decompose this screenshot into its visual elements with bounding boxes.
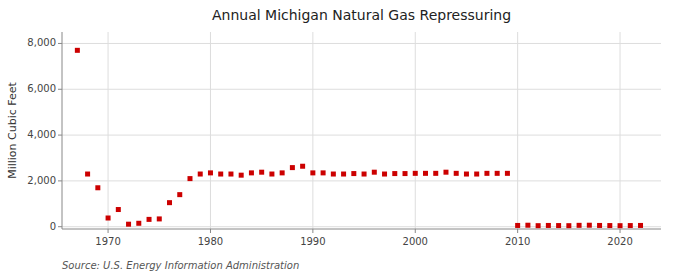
x-grid-line bbox=[210, 32, 211, 229]
point bbox=[280, 170, 285, 175]
y-tick bbox=[58, 43, 62, 44]
point bbox=[433, 171, 438, 176]
x-tick-label: 1990 bbox=[300, 236, 325, 247]
point bbox=[618, 223, 623, 228]
y-tick bbox=[58, 89, 62, 90]
point bbox=[341, 172, 346, 177]
point bbox=[321, 170, 326, 175]
point bbox=[403, 171, 408, 176]
point bbox=[638, 223, 643, 228]
grid bbox=[62, 32, 661, 229]
point bbox=[331, 172, 336, 177]
point bbox=[628, 223, 633, 228]
point bbox=[505, 171, 510, 176]
x-tick bbox=[210, 229, 211, 233]
point bbox=[269, 172, 274, 177]
point bbox=[556, 223, 561, 228]
point bbox=[474, 172, 479, 177]
points bbox=[75, 48, 643, 228]
point bbox=[126, 222, 131, 227]
y-tick-label: 8,000 bbox=[27, 37, 56, 48]
point bbox=[464, 172, 469, 177]
x-tick-label: 1980 bbox=[198, 236, 223, 247]
x-grid-line bbox=[415, 32, 416, 229]
x-tick bbox=[415, 229, 416, 233]
y-tick-label: 0 bbox=[50, 221, 56, 232]
x-tick-label: 2010 bbox=[505, 236, 530, 247]
point bbox=[300, 164, 305, 169]
point bbox=[546, 223, 551, 228]
point bbox=[536, 223, 541, 228]
point bbox=[351, 171, 356, 176]
point bbox=[413, 171, 418, 176]
x-tick bbox=[108, 229, 109, 233]
point bbox=[187, 176, 192, 181]
point bbox=[372, 170, 377, 175]
y-tick-label: 2,000 bbox=[27, 175, 56, 186]
axes: 0 2,000 4,000 6,000 8,000 1970 1980 1990 2000 201… bbox=[27, 32, 661, 247]
x-tick-label: 2020 bbox=[607, 236, 632, 247]
point bbox=[157, 216, 162, 221]
y-tick-label: 4,000 bbox=[27, 129, 56, 140]
point bbox=[454, 171, 459, 176]
chart-svg: 0 2,000 4,000 6,000 8,000 1970 1980 1990 2000 201… bbox=[0, 0, 675, 275]
point bbox=[587, 223, 592, 228]
point bbox=[597, 223, 602, 228]
point bbox=[392, 171, 397, 176]
point bbox=[95, 185, 100, 190]
x-tick bbox=[312, 229, 313, 233]
point bbox=[484, 171, 489, 176]
point bbox=[249, 170, 254, 175]
point bbox=[525, 223, 530, 228]
point bbox=[577, 223, 582, 228]
x-axis-line bbox=[62, 229, 661, 230]
y-tick bbox=[58, 180, 62, 181]
point bbox=[607, 223, 612, 228]
point bbox=[147, 217, 152, 222]
y-grid-line bbox=[62, 135, 661, 136]
y-grid-line bbox=[62, 180, 661, 181]
x-tick-label: 2000 bbox=[403, 236, 428, 247]
point bbox=[239, 173, 244, 178]
x-tick bbox=[620, 229, 621, 233]
point bbox=[495, 171, 500, 176]
y-axis-line bbox=[62, 32, 63, 229]
point bbox=[228, 172, 233, 177]
point bbox=[167, 200, 172, 205]
x-tick bbox=[517, 229, 518, 233]
point bbox=[423, 171, 428, 176]
point bbox=[259, 170, 264, 175]
y-tick-label: 6,000 bbox=[27, 83, 56, 94]
y-grid-line bbox=[62, 89, 661, 90]
y-axis-label: Million Cubic Feet bbox=[6, 81, 19, 178]
source: Source: U.S. Energy Information Administ… bbox=[62, 260, 299, 271]
x-tick-label: 1970 bbox=[95, 236, 120, 247]
y-tick bbox=[58, 135, 62, 136]
point bbox=[310, 170, 315, 175]
point bbox=[566, 223, 571, 228]
point bbox=[515, 223, 520, 228]
point bbox=[362, 172, 367, 177]
point bbox=[218, 172, 223, 177]
point bbox=[85, 172, 90, 177]
chart-container: 0 2,000 4,000 6,000 8,000 1970 1980 1990 2000 201… bbox=[0, 0, 675, 275]
x-grid-line bbox=[517, 32, 518, 229]
point bbox=[443, 170, 448, 175]
point bbox=[106, 216, 111, 221]
title: Annual Michigan Natural Gas Repressuring bbox=[212, 7, 511, 23]
y-tick bbox=[58, 226, 62, 227]
point bbox=[75, 48, 80, 53]
point bbox=[177, 192, 182, 197]
point bbox=[208, 170, 213, 175]
x-grid-line bbox=[312, 32, 313, 229]
point bbox=[382, 172, 387, 177]
point bbox=[136, 221, 141, 226]
x-grid-line bbox=[620, 32, 621, 229]
point bbox=[116, 207, 121, 212]
point bbox=[198, 172, 203, 177]
x-grid-line bbox=[108, 32, 109, 229]
point bbox=[290, 165, 295, 170]
y-grid-line bbox=[62, 43, 661, 44]
